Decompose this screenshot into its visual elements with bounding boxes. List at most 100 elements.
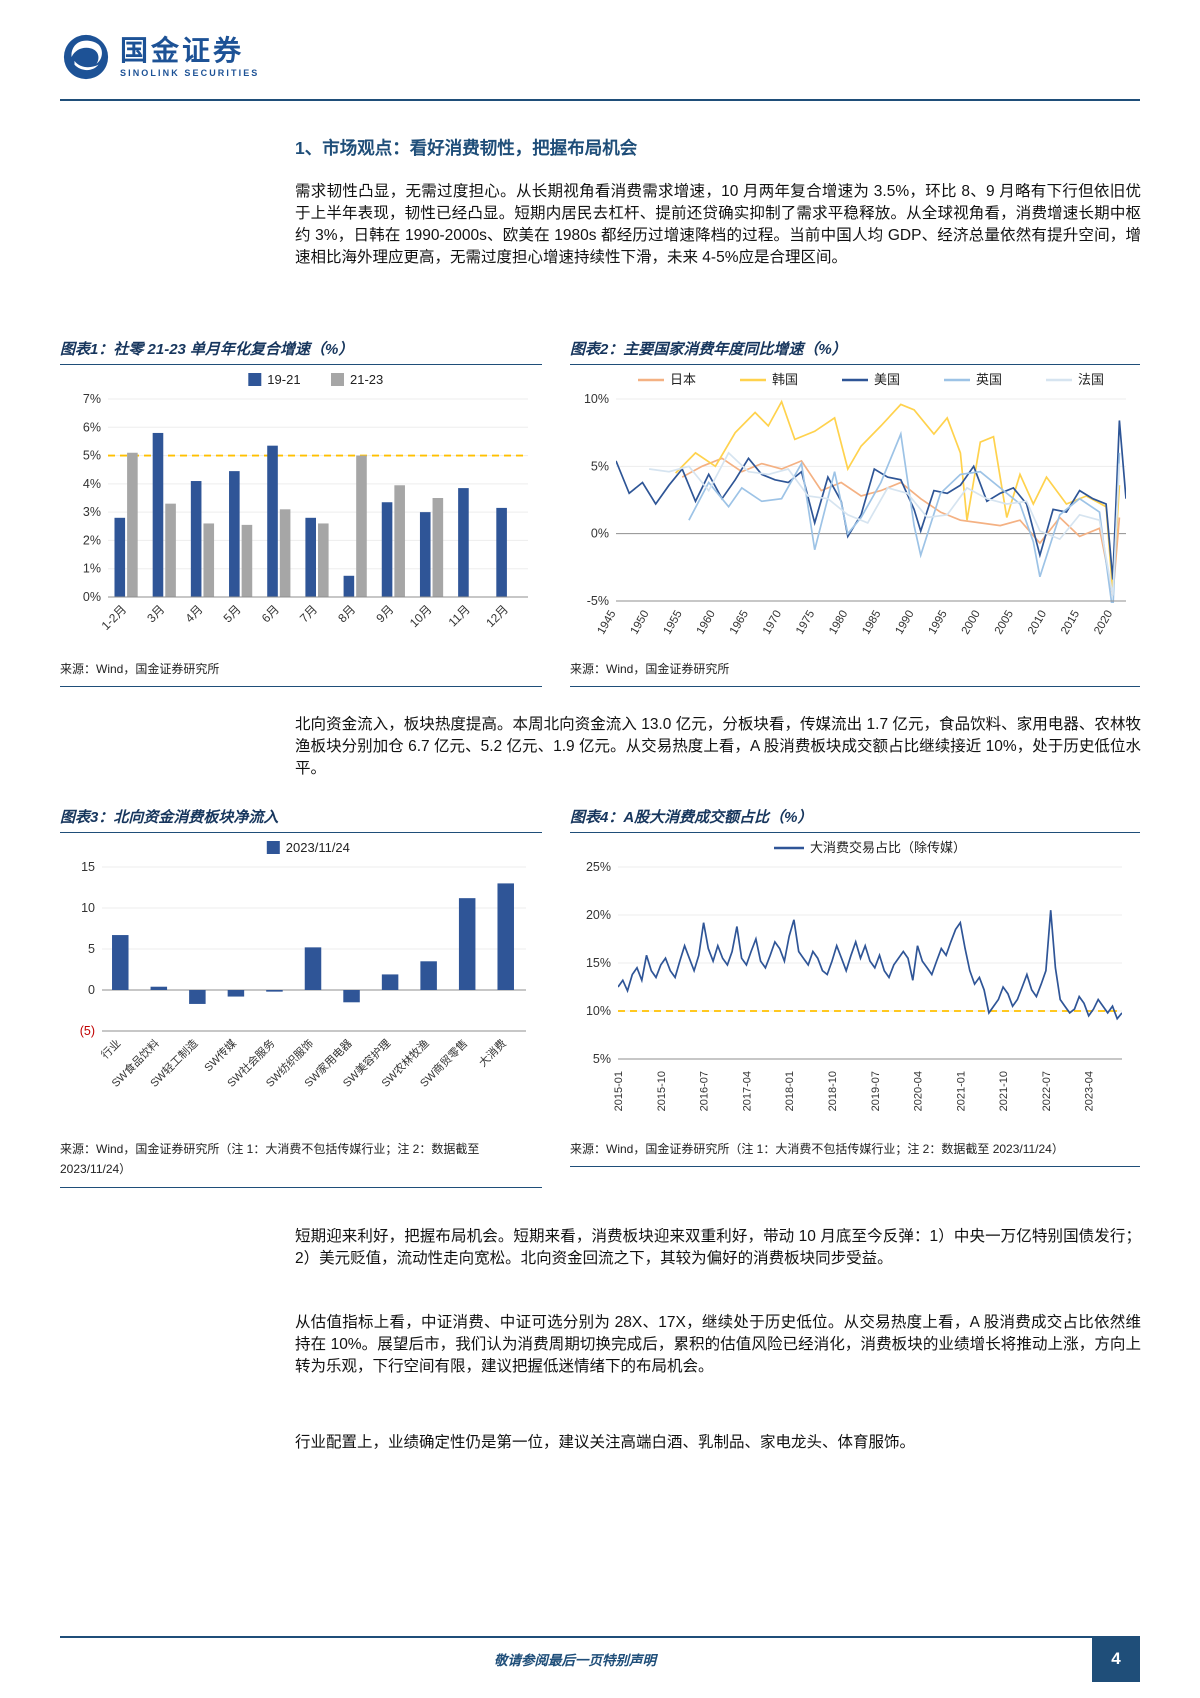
brand-name-cn: 国金证券 [120, 34, 245, 66]
figure-2-source: 来源：Wind，国金证券研究所 [570, 659, 1140, 688]
svg-text:-5%: -5% [587, 594, 609, 608]
paragraph-short-term-catalysts: 短期迎来利好，把握布局机会。短期来看，消费板块迎来双重利好，带动 10 月底至今… [295, 1228, 1141, 1267]
svg-text:5%: 5% [591, 459, 609, 473]
figure-4-source: 来源：Wind，国金证券研究所（注 1：大消费不包括传媒行业；注 2：数据截至 … [570, 1139, 1140, 1168]
figure-3-source: 来源：Wind，国金证券研究所（注 1：大消费不包括传媒行业；注 2：数据截至 … [60, 1139, 542, 1188]
svg-text:1995: 1995 [927, 609, 950, 637]
svg-text:2015-10: 2015-10 [656, 1071, 668, 1111]
figure-2-title: 图表2：主要国家消费年度同比增速（%） [570, 338, 1140, 365]
figure-3-bar-chart: (5) 0 5 10 15 行业 SW食品饮料 SW轻工制造 SW传媒 SW社会服务 SW纺织服饰 S… [60, 833, 542, 1135]
svg-text:2010: 2010 [1026, 609, 1049, 637]
sinolink-logo-icon [62, 33, 110, 81]
sinolink-logo: 国金证券 SINOLINK SECURITIES [62, 33, 259, 81]
svg-text:0%: 0% [591, 527, 609, 541]
figure-4: 图表4：A股大消费成交额占比（%） 5% 10% 15% 20% 25% 2015-01 2… [570, 806, 1140, 1188]
header-divider [60, 99, 1140, 101]
svg-text:11月: 11月 [446, 602, 473, 629]
figure-3: 图表3：北向资金消费板块净流入 (5) 0 5 10 15 行业 SW食品饮料 SW轻工制造 S… [60, 806, 542, 1188]
figure-2: 图表2：主要国家消费年度同比增速（%） -5% 0% 5% 10% 1945 1950 19… [570, 338, 1140, 688]
svg-text:2021-10: 2021-10 [998, 1071, 1010, 1111]
svg-text:2021-01: 2021-01 [955, 1071, 967, 1111]
paragraph-valuation: 从估值指标上看，中证消费、中证可选分别为 28X、17X，继续处于历史低位。从交… [295, 1314, 1141, 1375]
svg-text:1990: 1990 [893, 609, 916, 637]
svg-text:1965: 1965 [728, 609, 751, 637]
svg-text:2023/11/24: 2023/11/24 [286, 840, 350, 855]
svg-text:2018-10: 2018-10 [827, 1071, 839, 1111]
svg-text:10月: 10月 [407, 602, 435, 630]
svg-text:美国: 美国 [874, 372, 900, 387]
svg-text:法国: 法国 [1078, 372, 1104, 387]
brand-name-en: SINOLINK SECURITIES [120, 68, 260, 79]
svg-text:3月: 3月 [144, 602, 167, 625]
svg-text:0%: 0% [83, 590, 101, 604]
svg-text:7月: 7月 [297, 602, 320, 625]
figure-1-title: 图表1：社零 21-23 单月年化复合增速（%） [60, 338, 542, 365]
svg-text:SW传媒: SW传媒 [202, 1037, 239, 1074]
svg-text:3%: 3% [83, 505, 101, 519]
svg-text:大消费交易占比（除传媒）: 大消费交易占比（除传媒） [810, 840, 966, 855]
svg-text:19-21: 19-21 [267, 372, 300, 387]
section-title: 1、市场观点：看好消费韧性，把握布局机会 [295, 138, 638, 158]
svg-text:0: 0 [88, 983, 95, 997]
svg-text:日本: 日本 [670, 372, 696, 387]
svg-text:1%: 1% [83, 562, 101, 576]
svg-text:1970: 1970 [761, 609, 784, 637]
svg-text:6%: 6% [83, 420, 101, 434]
figure-row-2: 图表3：北向资金消费板块净流入 (5) 0 5 10 15 行业 SW食品饮料 SW轻工制造 S… [60, 806, 1140, 1188]
footer-divider [60, 1636, 1140, 1638]
svg-text:2020-04: 2020-04 [913, 1071, 925, 1111]
svg-text:5月: 5月 [221, 602, 244, 625]
svg-text:2023-04: 2023-04 [1084, 1071, 1096, 1111]
svg-text:2%: 2% [83, 533, 101, 547]
svg-text:2018-01: 2018-01 [784, 1071, 796, 1111]
svg-text:10%: 10% [586, 1004, 611, 1018]
figure-4-line-chart: 5% 10% 15% 20% 25% 2015-01 2015-10 2016-07 2017-… [570, 833, 1140, 1135]
svg-text:2000: 2000 [960, 609, 983, 637]
figure-row-1: 图表1：社零 21-23 单月年化复合增速（%） 0% 1% 2% 3% 4% 5% 6% 7… [60, 338, 1140, 688]
figure-4-title: 图表4：A股大消费成交额占比（%） [570, 806, 1140, 833]
svg-text:5: 5 [88, 942, 95, 956]
svg-text:英国: 英国 [976, 372, 1002, 387]
svg-text:9月: 9月 [373, 602, 396, 625]
svg-text:2015-01: 2015-01 [613, 1071, 625, 1111]
svg-text:15%: 15% [586, 956, 611, 970]
svg-text:10%: 10% [584, 392, 609, 406]
svg-text:25%: 25% [586, 860, 611, 874]
figure-3-title: 图表3：北向资金消费板块净流入 [60, 806, 542, 833]
svg-text:1960: 1960 [695, 609, 718, 637]
svg-text:大消费: 大消费 [476, 1036, 509, 1069]
svg-text:5%: 5% [593, 1052, 611, 1066]
svg-text:1-2月: 1-2月 [99, 602, 130, 633]
svg-text:6月: 6月 [259, 602, 282, 625]
svg-text:21-23: 21-23 [350, 372, 383, 387]
svg-text:1980: 1980 [827, 609, 850, 637]
svg-text:2017-04: 2017-04 [741, 1071, 753, 1111]
svg-text:4月: 4月 [182, 602, 205, 625]
svg-text:2019-07: 2019-07 [870, 1071, 882, 1111]
paragraph-allocation: 行业配置上，业绩确定性仍是第一位，建议关注高端白酒、乳制品、家电龙头、体育服饰。 [295, 1434, 916, 1451]
svg-text:1985: 1985 [860, 609, 883, 637]
svg-text:1945: 1945 [595, 609, 618, 637]
svg-text:4%: 4% [83, 477, 101, 491]
svg-text:7%: 7% [83, 392, 101, 406]
svg-text:8月: 8月 [335, 602, 358, 625]
svg-text:1950: 1950 [629, 609, 652, 637]
svg-text:(5): (5) [80, 1024, 95, 1038]
svg-text:2020: 2020 [1092, 609, 1115, 637]
svg-text:5%: 5% [83, 449, 101, 463]
figure-1: 图表1：社零 21-23 单月年化复合增速（%） 0% 1% 2% 3% 4% 5% 6% 7… [60, 338, 542, 688]
svg-text:2005: 2005 [993, 609, 1016, 637]
paragraph-demand-resilience: 需求韧性凸显，无需过度担心。从长期视角看消费需求增速，10 月两年复合增速为 3… [295, 183, 1141, 266]
svg-text:2015: 2015 [1059, 609, 1082, 637]
figure-2-line-chart: -5% 0% 5% 10% 1945 1950 1955 1960 1965 1970 1975 19… [570, 365, 1140, 655]
svg-text:10: 10 [81, 901, 95, 915]
svg-text:韩国: 韩国 [772, 372, 798, 387]
footer-disclaimer: 敬请参阅最后一页特别声明 [494, 1653, 656, 1668]
svg-text:1955: 1955 [662, 609, 685, 637]
svg-text:20%: 20% [586, 908, 611, 922]
brand-text: 国金证券 SINOLINK SECURITIES [120, 34, 260, 79]
svg-text:行业: 行业 [99, 1037, 124, 1062]
svg-text:15: 15 [81, 860, 95, 874]
svg-text:2016-07: 2016-07 [699, 1071, 711, 1111]
